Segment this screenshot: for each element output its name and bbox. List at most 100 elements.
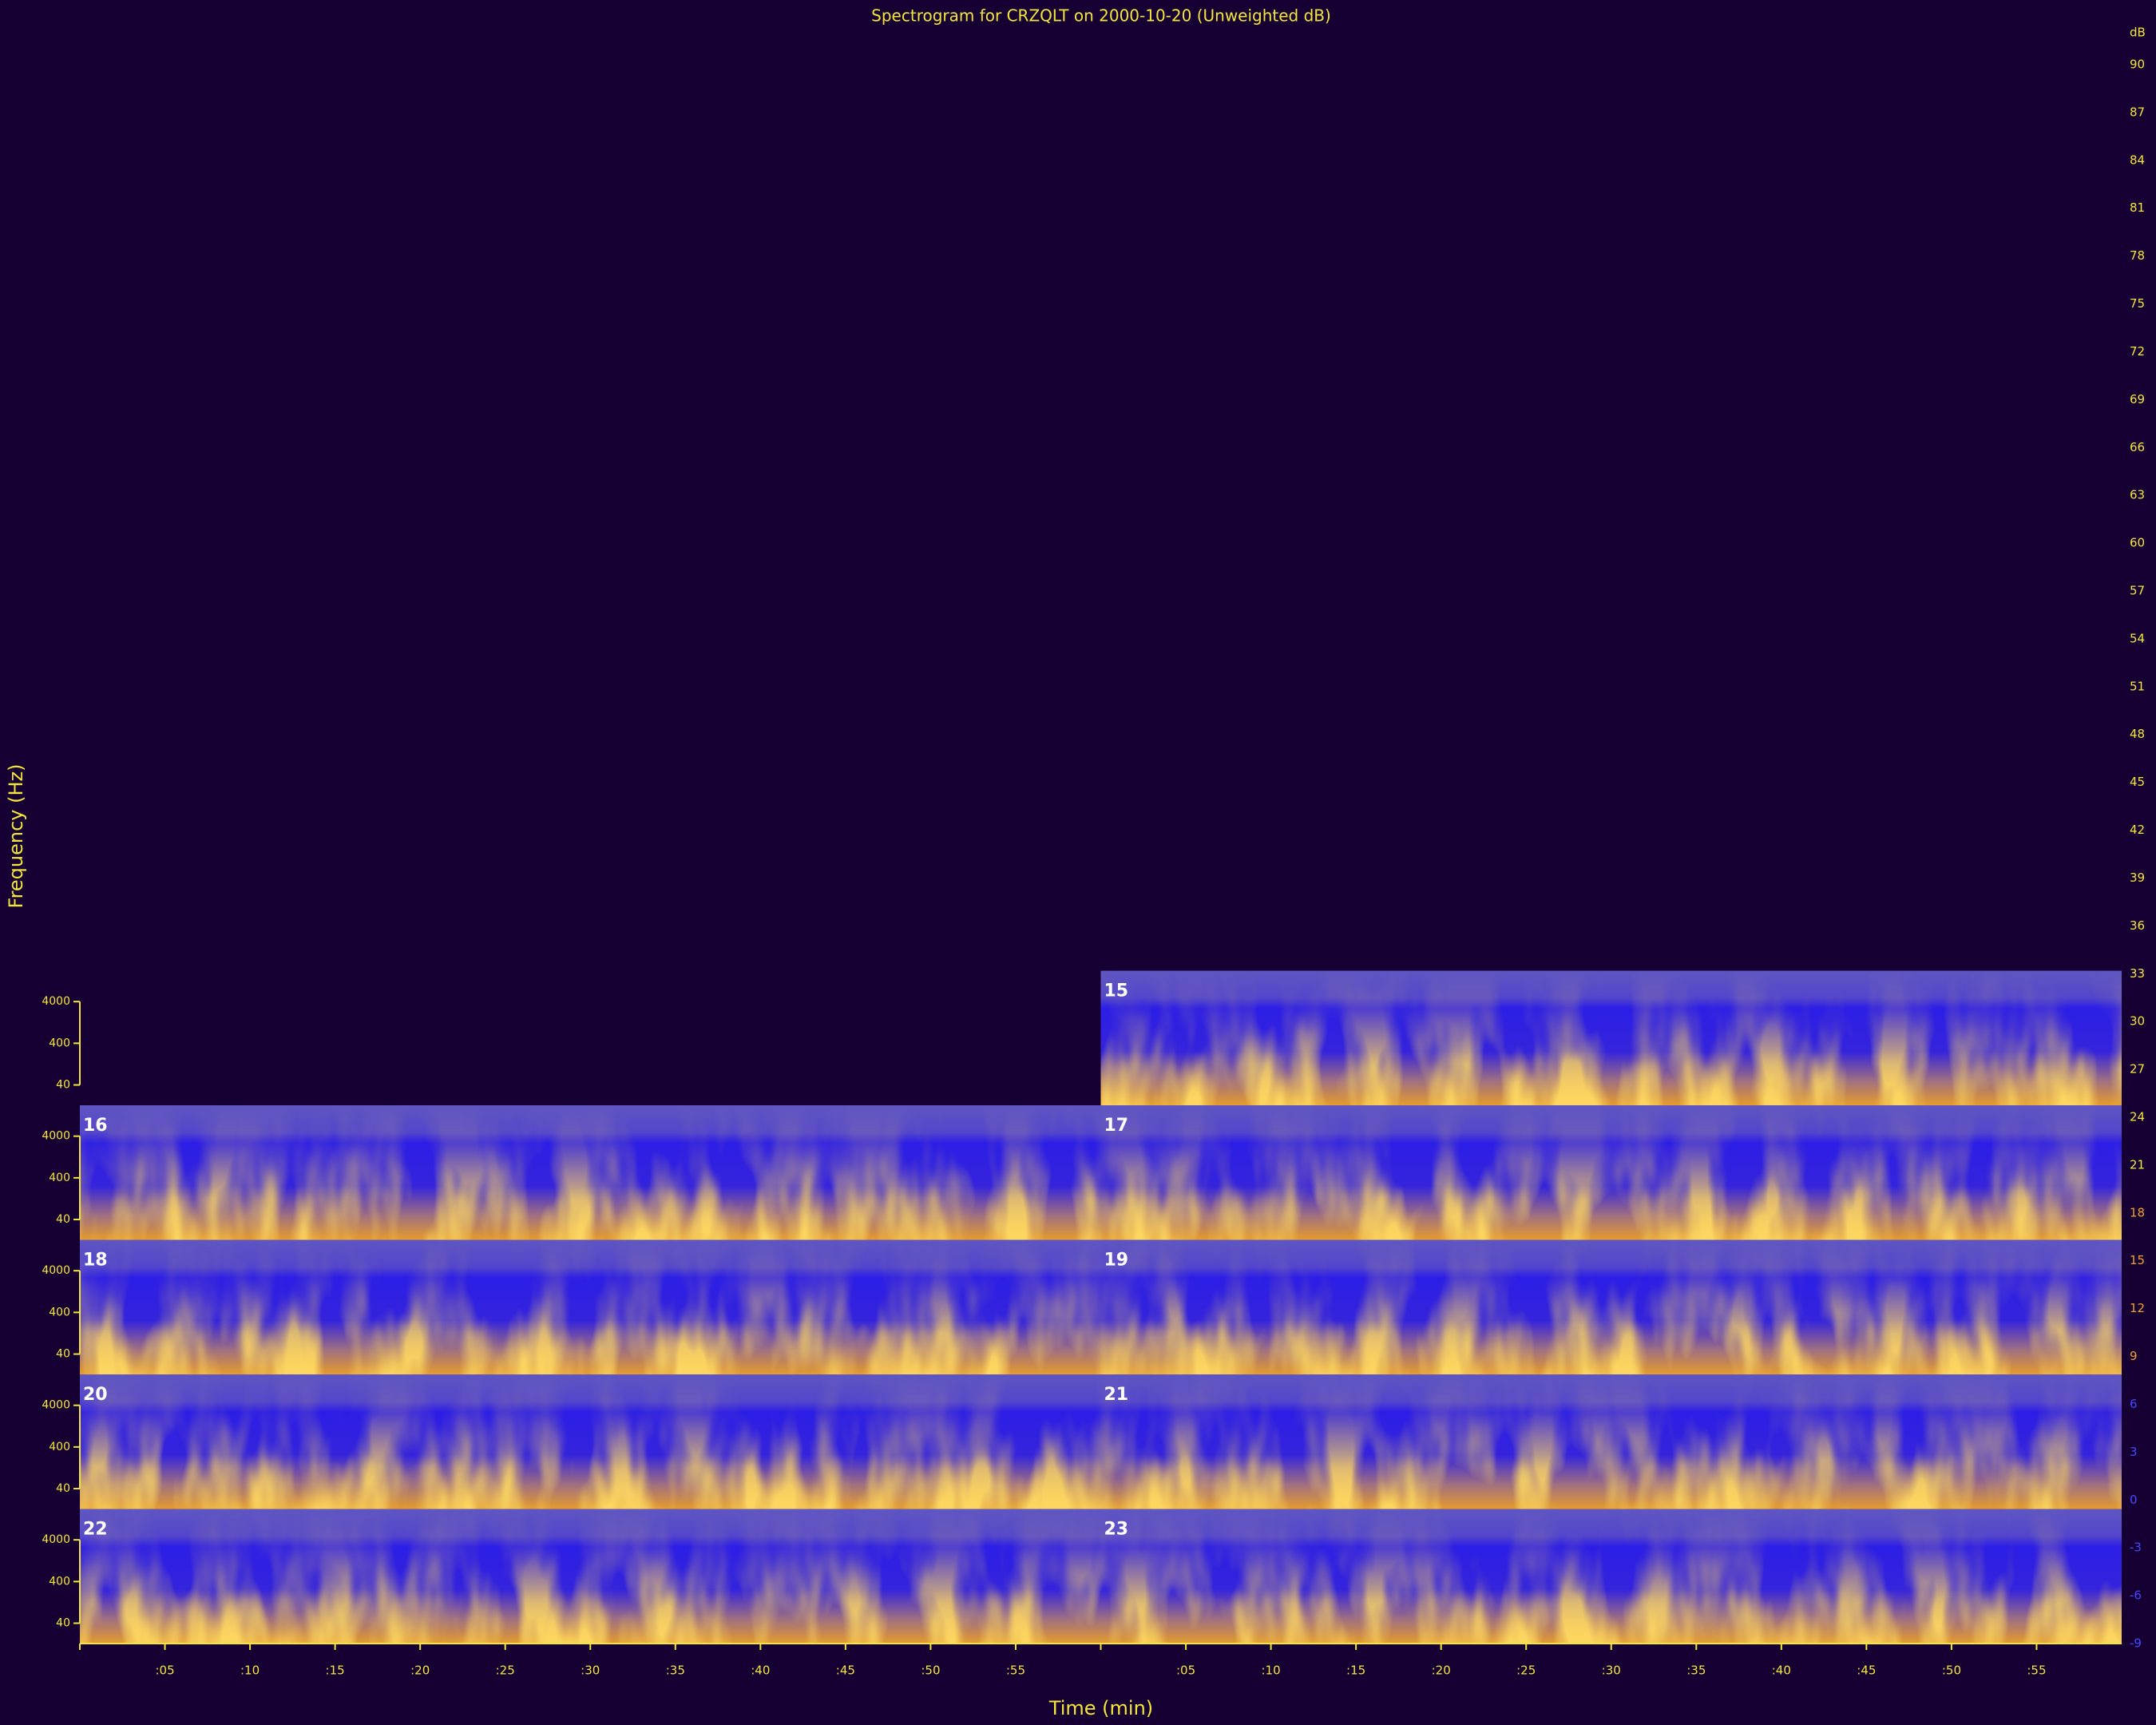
x-tick-label: :30: [581, 1664, 600, 1678]
y-tick-label: 4000: [42, 1533, 70, 1546]
hour-label: 18: [83, 1251, 108, 1271]
x-tick-label: :10: [240, 1664, 260, 1678]
colorbar-tick-label: 69: [2130, 392, 2145, 406]
hour-panel: [80, 1239, 1101, 1374]
hour-panel: [80, 1509, 1101, 1644]
colorbar-tick-label: 21: [2130, 1157, 2145, 1172]
hour-label: 19: [1104, 1251, 1129, 1271]
colorbar-tick-label: 9: [2130, 1349, 2138, 1363]
y-tick-label: 400: [49, 1172, 70, 1184]
x-tick-label: :20: [1432, 1664, 1451, 1678]
colorbar-tick-label: 0: [2130, 1493, 2138, 1507]
colorbar-tick-label: 78: [2130, 248, 2145, 263]
x-tick-label: :15: [326, 1664, 345, 1678]
colorbar-tick-label: 60: [2130, 536, 2145, 550]
colorbar-tick-label: 45: [2130, 775, 2145, 789]
colorbar-tick-label: 66: [2130, 440, 2145, 454]
hour-label: 23: [1104, 1520, 1129, 1540]
chart-title: Spectrogram for CRZQLT on 2000-10-20 (Un…: [871, 6, 1331, 26]
spectrogram-energy: [1100, 1105, 2122, 1240]
y-tick-label: 4000: [42, 995, 70, 1008]
x-tick-label: :55: [2027, 1664, 2046, 1678]
colorbar-tick-label: 12: [2130, 1301, 2145, 1315]
spectrogram-energy: [80, 1239, 1101, 1374]
y-tick-label: 4000: [42, 1264, 70, 1277]
colorbar-tick-label: 15: [2130, 1253, 2145, 1267]
colorbar-tick-label: 18: [2130, 1205, 2145, 1219]
y-tick-label: 400: [49, 1037, 70, 1049]
colorbar-tick-label: -9: [2130, 1636, 2142, 1651]
colorbar-tick-label: 30: [2130, 1014, 2145, 1029]
hour-panel: [1100, 1105, 2122, 1240]
colorbar-tick-label: 3: [2130, 1445, 2138, 1459]
colorbar-tick-label: 48: [2130, 727, 2145, 741]
spectrogram-energy: [80, 1374, 1101, 1509]
hour-panel: [1100, 1239, 2122, 1374]
x-tick-label: :45: [1857, 1664, 1876, 1678]
x-tick-label: :25: [496, 1664, 515, 1678]
hour-label: 15: [1104, 981, 1129, 1001]
colorbar-tick-label: 36: [2130, 918, 2145, 933]
x-tick-label: :50: [921, 1664, 940, 1678]
hour-label: 22: [83, 1520, 108, 1540]
colorbar-tick-label: 51: [2130, 679, 2145, 693]
hour-panel: [1100, 1509, 2122, 1644]
hour-panel: [1100, 1374, 2122, 1509]
colorbar-tick-label: 27: [2130, 1062, 2145, 1077]
spectrogram-energy: [1100, 1239, 2122, 1374]
spectrogram-energy: [80, 1105, 1101, 1240]
spectrogram-energy: [1100, 1509, 2122, 1644]
hour-panel: [80, 1105, 1101, 1240]
x-tick-label: :30: [1602, 1664, 1621, 1678]
spectrogram-energy: [1100, 970, 2122, 1105]
y-axis-label: Frequency (Hz): [5, 764, 27, 909]
colorbar-tick-label: 72: [2130, 344, 2145, 359]
y-tick-label: 4000: [42, 1130, 70, 1143]
colorbar-tick-label: 75: [2130, 296, 2145, 311]
x-tick-label: :10: [1262, 1664, 1281, 1678]
colorbar-tick-label: 39: [2130, 870, 2145, 885]
hour-label: 16: [83, 1116, 108, 1136]
colorbar-tick-label: 81: [2130, 200, 2145, 215]
colorbar-tick-label: 42: [2130, 823, 2145, 837]
y-tick-label: 40: [56, 1348, 70, 1361]
x-tick-label: :05: [1176, 1664, 1195, 1678]
x-tick-label: :20: [410, 1664, 430, 1678]
x-tick-label: :45: [836, 1664, 855, 1678]
x-tick-label: :55: [1006, 1664, 1025, 1678]
y-tick-label: 400: [49, 1441, 70, 1453]
colorbar-tick-label: 87: [2130, 105, 2145, 119]
x-tick-label: :05: [155, 1664, 174, 1678]
colorbar-tick-label: 24: [2130, 1110, 2145, 1124]
y-tick-label: 400: [49, 1575, 70, 1588]
x-tick-label: :35: [1686, 1664, 1706, 1678]
hour-panel: [80, 1374, 1101, 1509]
x-tick-label: :50: [1942, 1664, 1961, 1678]
colorbar-tick-label: -6: [2130, 1588, 2142, 1603]
y-tick-label: 400: [49, 1306, 70, 1319]
colorbar-tick-label: 90: [2130, 58, 2145, 72]
colorbar-label: dB: [2130, 26, 2146, 40]
x-tick-label: :25: [1516, 1664, 1536, 1678]
y-tick-label: 40: [56, 1617, 70, 1630]
y-tick-label: 40: [56, 1079, 70, 1092]
spectrogram-energy: [1100, 1374, 2122, 1509]
hour-label: 17: [1104, 1116, 1129, 1136]
hour-label: 21: [1104, 1385, 1129, 1405]
colorbar-tick-label: 84: [2130, 153, 2145, 167]
colorbar-tick-label: 63: [2130, 488, 2145, 502]
x-tick-label: :40: [751, 1664, 770, 1678]
y-tick-label: 4000: [42, 1399, 70, 1412]
x-axis-label: Time (min): [1048, 1697, 1153, 1719]
colorbar-tick-label: -3: [2130, 1541, 2142, 1555]
colorbar-tick-label: 6: [2130, 1397, 2138, 1411]
x-tick-label: :15: [1346, 1664, 1365, 1678]
spectrogram-energy: [80, 1509, 1101, 1644]
x-tick-label: :40: [1772, 1664, 1791, 1678]
y-tick-label: 40: [56, 1213, 70, 1226]
colorbar-tick-label: 57: [2130, 584, 2145, 598]
colorbar-tick-label: 33: [2130, 966, 2145, 981]
x-tick-label: :35: [666, 1664, 685, 1678]
